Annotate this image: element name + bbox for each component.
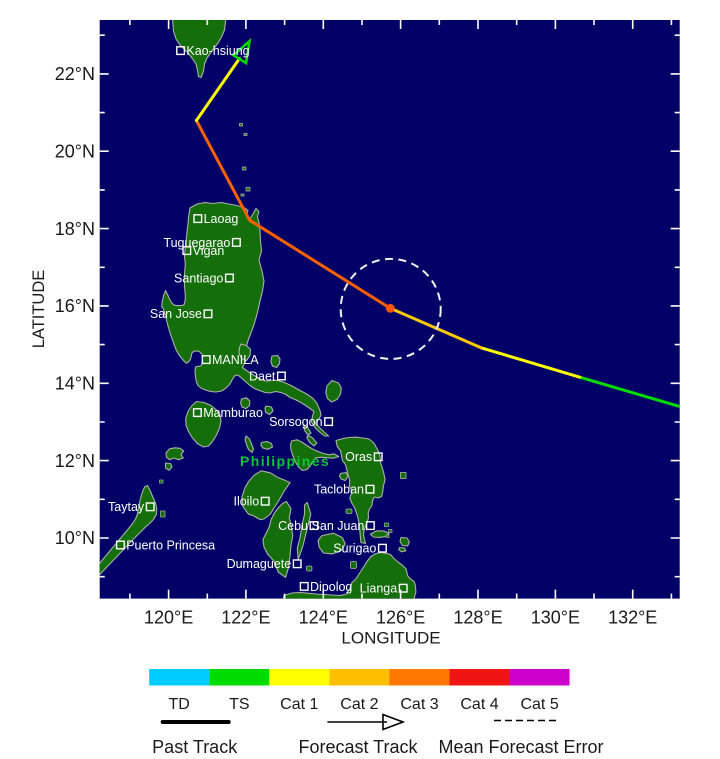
svg-text:Lianga: Lianga (360, 582, 398, 596)
svg-text:Sorsogon: Sorsogon (269, 415, 323, 429)
svg-text:LATITUDE: LATITUDE (30, 270, 48, 349)
svg-text:16°N: 16°N (55, 296, 95, 316)
svg-text:Taytay: Taytay (108, 500, 145, 514)
svg-text:120°E: 120°E (144, 607, 193, 627)
svg-text:Philippines: Philippines (240, 453, 330, 469)
svg-text:Puerto Princesa: Puerto Princesa (126, 538, 215, 552)
svg-text:18°N: 18°N (55, 219, 95, 239)
svg-text:Past Track: Past Track (152, 737, 238, 757)
svg-text:Mean Forecast Error: Mean Forecast Error (438, 737, 603, 757)
svg-text:Cat 3: Cat 3 (400, 696, 438, 713)
svg-text:22°N: 22°N (55, 64, 95, 84)
svg-text:126°E: 126°E (376, 607, 425, 627)
svg-text:Cat 5: Cat 5 (520, 696, 558, 713)
svg-text:122°E: 122°E (221, 607, 270, 627)
svg-text:Santiago: Santiago (174, 271, 223, 285)
svg-text:Cebu: Cebu (278, 519, 308, 533)
svg-text:128°E: 128°E (453, 607, 502, 627)
svg-text:Forecast Track: Forecast Track (298, 737, 418, 757)
svg-text:Kao-hsiung: Kao-hsiung (186, 44, 249, 58)
svg-text:Daet: Daet (249, 369, 276, 383)
svg-text:San Juan: San Juan (312, 519, 365, 533)
svg-text:10°N: 10°N (55, 528, 95, 548)
svg-text:Dumaguete: Dumaguete (227, 557, 292, 571)
svg-text:132°E: 132°E (608, 607, 657, 627)
svg-text:20°N: 20°N (55, 141, 95, 161)
svg-text:Laoag: Laoag (204, 212, 239, 226)
svg-text:Cat 4: Cat 4 (460, 696, 498, 713)
svg-text:Cat 1: Cat 1 (280, 696, 318, 713)
svg-text:Iloilo: Iloilo (233, 495, 259, 509)
svg-text:San Jose: San Jose (150, 307, 202, 321)
svg-text:Oras: Oras (345, 450, 372, 464)
svg-text:Tacloban: Tacloban (314, 483, 364, 497)
svg-text:124°E: 124°E (299, 607, 348, 627)
svg-text:Cat 2: Cat 2 (340, 696, 378, 713)
svg-text:14°N: 14°N (55, 374, 95, 394)
svg-text:TD: TD (169, 696, 190, 713)
svg-text:Surigao: Surigao (333, 542, 376, 556)
svg-text:Mamburao: Mamburao (203, 406, 263, 420)
svg-text:12°N: 12°N (55, 451, 95, 471)
svg-text:130°E: 130°E (531, 607, 580, 627)
svg-text:Dipolog: Dipolog (310, 580, 352, 594)
svg-text:Vigan: Vigan (193, 244, 225, 258)
svg-text:MANILA: MANILA (212, 353, 259, 367)
svg-text:Tuguegarao: Tuguegarao (163, 236, 230, 250)
svg-text:LONGITUDE: LONGITUDE (341, 629, 440, 648)
svg-text:TS: TS (229, 696, 249, 713)
